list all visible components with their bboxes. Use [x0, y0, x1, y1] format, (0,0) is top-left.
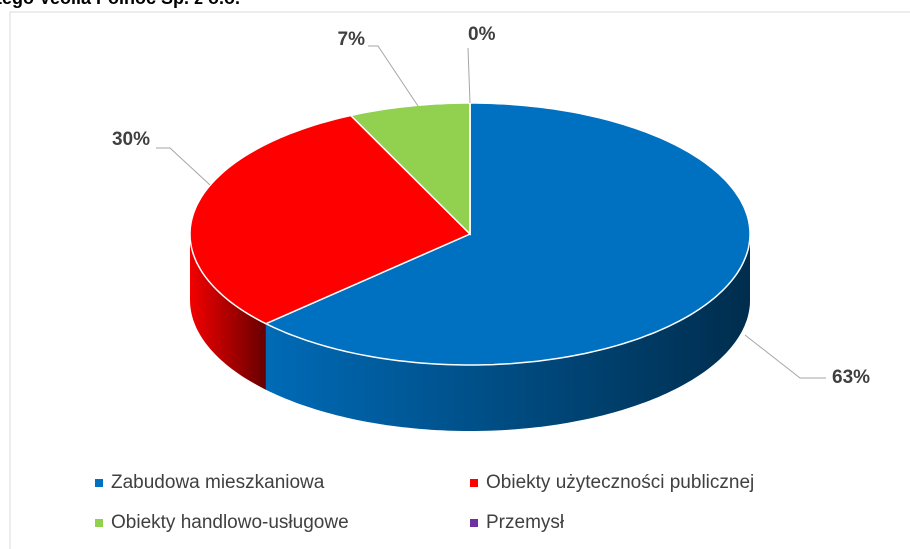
legend-swatch	[95, 479, 103, 487]
chart-border	[9, 11, 910, 549]
leader-line	[744, 334, 826, 379]
legend-label: Przemysł	[486, 512, 565, 533]
data-label: 7%	[338, 29, 366, 50]
legend-swatch	[470, 519, 478, 527]
slice-side-shade	[265, 234, 750, 431]
legend-label: Zabudowa mieszkaniowa	[111, 472, 325, 493]
leader-line	[368, 45, 419, 107]
legend-swatch	[95, 519, 103, 527]
data-label: 63%	[832, 367, 870, 388]
legend-label: Obiekty użyteczności publicznej	[486, 472, 754, 493]
leader-line	[156, 147, 211, 186]
chart-title: tego Veolia Północ Sp. z o.o.	[0, 0, 240, 8]
data-label: 30%	[112, 129, 150, 150]
legend-swatch	[470, 479, 478, 487]
leader-line	[467, 47, 471, 104]
slice	[189, 114, 472, 325]
slice	[264, 102, 751, 366]
slice-side-shade	[190, 234, 266, 390]
legend-label: Obiekty handlowo-usługowe	[111, 512, 349, 533]
data-label: 0%	[468, 24, 496, 45]
slice	[349, 102, 471, 236]
